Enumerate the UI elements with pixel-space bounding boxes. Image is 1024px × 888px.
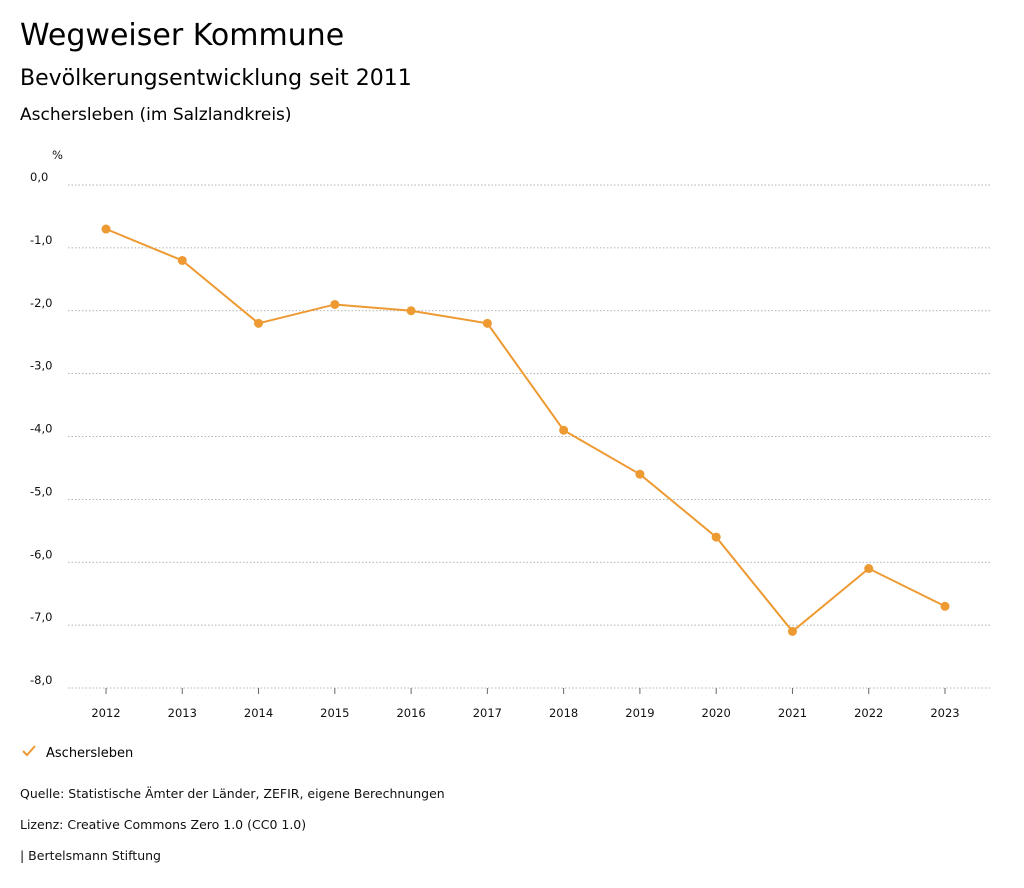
y-tick-label: -3,0 (30, 359, 52, 373)
source-note: Quelle: Statistische Ämter der Länder, Z… (20, 786, 445, 801)
page-title: Wegweiser Kommune (20, 18, 345, 53)
legend[interactable]: Aschersleben (22, 745, 133, 761)
x-tick-label: 2019 (625, 706, 654, 720)
y-tick-label: -2,0 (30, 296, 52, 310)
line-chart: % 0,0 -1,0 -2,0 -3,0 -4,0 -5,0 -6,0 -7,0 -8,0 20… (30, 148, 990, 720)
data-point[interactable] (406, 306, 416, 316)
x-tick-label: 2013 (168, 706, 197, 720)
region-label: Aschersleben (im Salzlandkreis) (20, 105, 292, 125)
x-tick-label: 2018 (549, 706, 578, 720)
chart-subtitle: Bevölkerungsentwicklung seit 2011 (20, 66, 412, 91)
data-point[interactable] (635, 469, 645, 479)
publisher-credit: | Bertelsmann Stiftung (20, 848, 161, 863)
check-icon (22, 745, 36, 761)
x-tick-label: 2023 (930, 706, 959, 720)
y-tick-label: -7,0 (30, 610, 52, 624)
legend-item-label: Aschersleben (46, 745, 134, 761)
x-tick-label: 2014 (244, 706, 273, 720)
data-point[interactable] (940, 601, 950, 611)
data-point[interactable] (711, 532, 721, 542)
data-point[interactable] (101, 224, 111, 234)
x-tick-label: 2015 (320, 706, 349, 720)
y-tick-label: -4,0 (30, 422, 52, 436)
y-tick-label: -1,0 (30, 233, 52, 247)
x-tick-label: 2021 (778, 706, 807, 720)
y-tick-label: 0,0 (30, 170, 48, 184)
x-tick-label: 2016 (396, 706, 425, 720)
y-tick-label: -8,0 (30, 673, 52, 687)
data-point[interactable] (482, 318, 492, 328)
x-tick-label: 2017 (473, 706, 502, 720)
y-tick-label: -5,0 (30, 484, 52, 498)
x-tick-label: 2020 (702, 706, 731, 720)
x-tick-label: 2012 (91, 706, 120, 720)
data-point[interactable] (559, 425, 569, 435)
y-tick-label: -6,0 (30, 547, 52, 561)
data-point[interactable] (864, 564, 874, 574)
y-axis-unit-label: % (52, 148, 63, 162)
data-point[interactable] (254, 318, 264, 328)
data-point[interactable] (177, 255, 187, 265)
data-point[interactable] (787, 626, 797, 636)
data-point[interactable] (330, 299, 340, 309)
x-tick-label: 2022 (854, 706, 883, 720)
series-line (105, 228, 946, 633)
license-link[interactable]: Lizenz: Creative Commons Zero 1.0 (CC0 1… (20, 817, 307, 832)
